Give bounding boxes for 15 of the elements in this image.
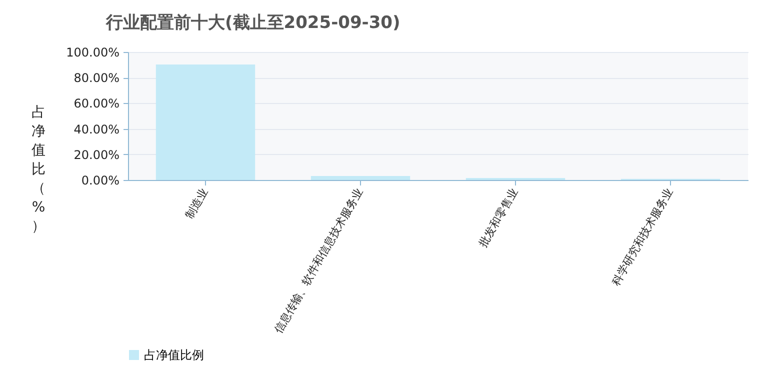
x-tick-label: 制造业 [182, 186, 211, 222]
y-tick-label: 40.00% [74, 122, 120, 136]
y-tick-label: 100.00% [66, 46, 120, 60]
x-tick-label: 批发和零售业 [476, 186, 521, 250]
bar [156, 64, 256, 180]
y-tick-label: 60.00% [74, 96, 120, 111]
y-tick-label: 80.00% [74, 71, 120, 86]
chart-title: 行业配置前十大(截止至2025-09-30) [105, 13, 400, 33]
y-tick-label: 0.00% [81, 174, 120, 188]
x-tick-label: 信息传输、软件和信息技术服务业 [272, 186, 366, 336]
bar [310, 176, 410, 180]
y-tick-label: 20.00% [74, 148, 120, 162]
x-tick-label: 科学研究和技术服务业 [609, 186, 676, 288]
legend-label: 占净值比例 [144, 348, 204, 362]
y-axis-title: 占净值比（%） [32, 104, 46, 234]
